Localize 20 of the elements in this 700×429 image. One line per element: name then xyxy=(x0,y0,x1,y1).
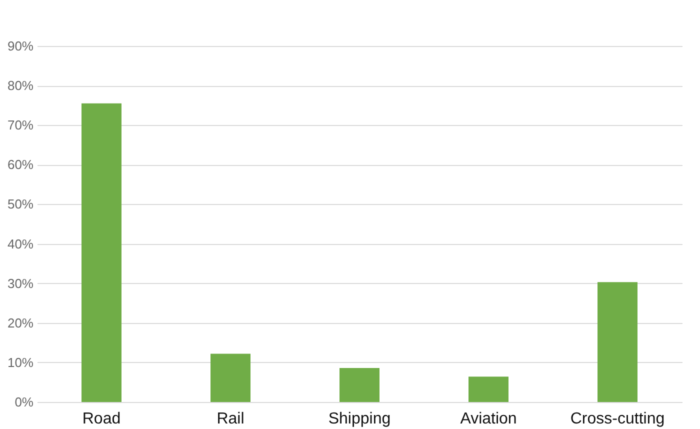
bar xyxy=(210,354,250,402)
x-tick-label: Shipping xyxy=(328,410,391,428)
x-tick-label: Cross-cutting xyxy=(570,410,665,428)
y-tick-label: 80% xyxy=(7,78,34,94)
x-tick-label: Aviation xyxy=(460,410,517,428)
x-tick-label: Rail xyxy=(216,410,244,428)
bar xyxy=(598,282,638,402)
y-tick-label: 50% xyxy=(7,196,34,212)
y-tick-label: 0% xyxy=(14,394,34,410)
y-tick-label: 10% xyxy=(7,354,34,370)
y-tick-label: 60% xyxy=(7,157,34,172)
y-tick-label: 90% xyxy=(7,38,34,54)
x-tick-label: Road xyxy=(82,410,121,428)
bar xyxy=(340,368,380,402)
y-tick-label: 40% xyxy=(7,236,34,252)
y-tick-label: 20% xyxy=(7,315,34,330)
bar xyxy=(82,103,122,402)
y-tick-label: 30% xyxy=(7,276,34,291)
bar xyxy=(468,376,508,402)
y-tick-label: 70% xyxy=(7,118,34,133)
